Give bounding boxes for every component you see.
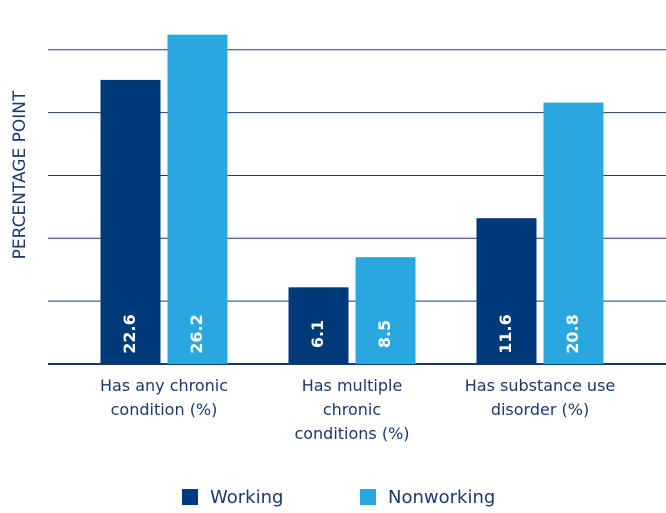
value-label: 11.6 (496, 314, 515, 353)
bar (476, 218, 537, 364)
value-label: 26.2 (187, 314, 206, 353)
value-label: 22.6 (120, 314, 139, 353)
legend-swatch (360, 489, 376, 505)
y-axis-label: PERCENTAGE POINT (10, 90, 30, 259)
value-label: 20.8 (563, 314, 582, 353)
legend-label: Nonworking (388, 487, 495, 508)
bar (167, 34, 228, 364)
legend-label: Working (210, 487, 283, 508)
legend-swatch (182, 489, 198, 505)
value-label: 6.1 (308, 320, 327, 348)
bar (100, 79, 161, 364)
x-tick-label: Has any chronic condition (%) (99, 376, 229, 419)
bar (288, 287, 349, 364)
x-tick-label: Has substance use disorder (%) (464, 376, 616, 419)
x-tick-label: Has multiple chronic conditions (%) (294, 376, 410, 443)
bar (355, 257, 416, 364)
bar (543, 102, 604, 365)
value-label: 8.5 (375, 320, 394, 348)
